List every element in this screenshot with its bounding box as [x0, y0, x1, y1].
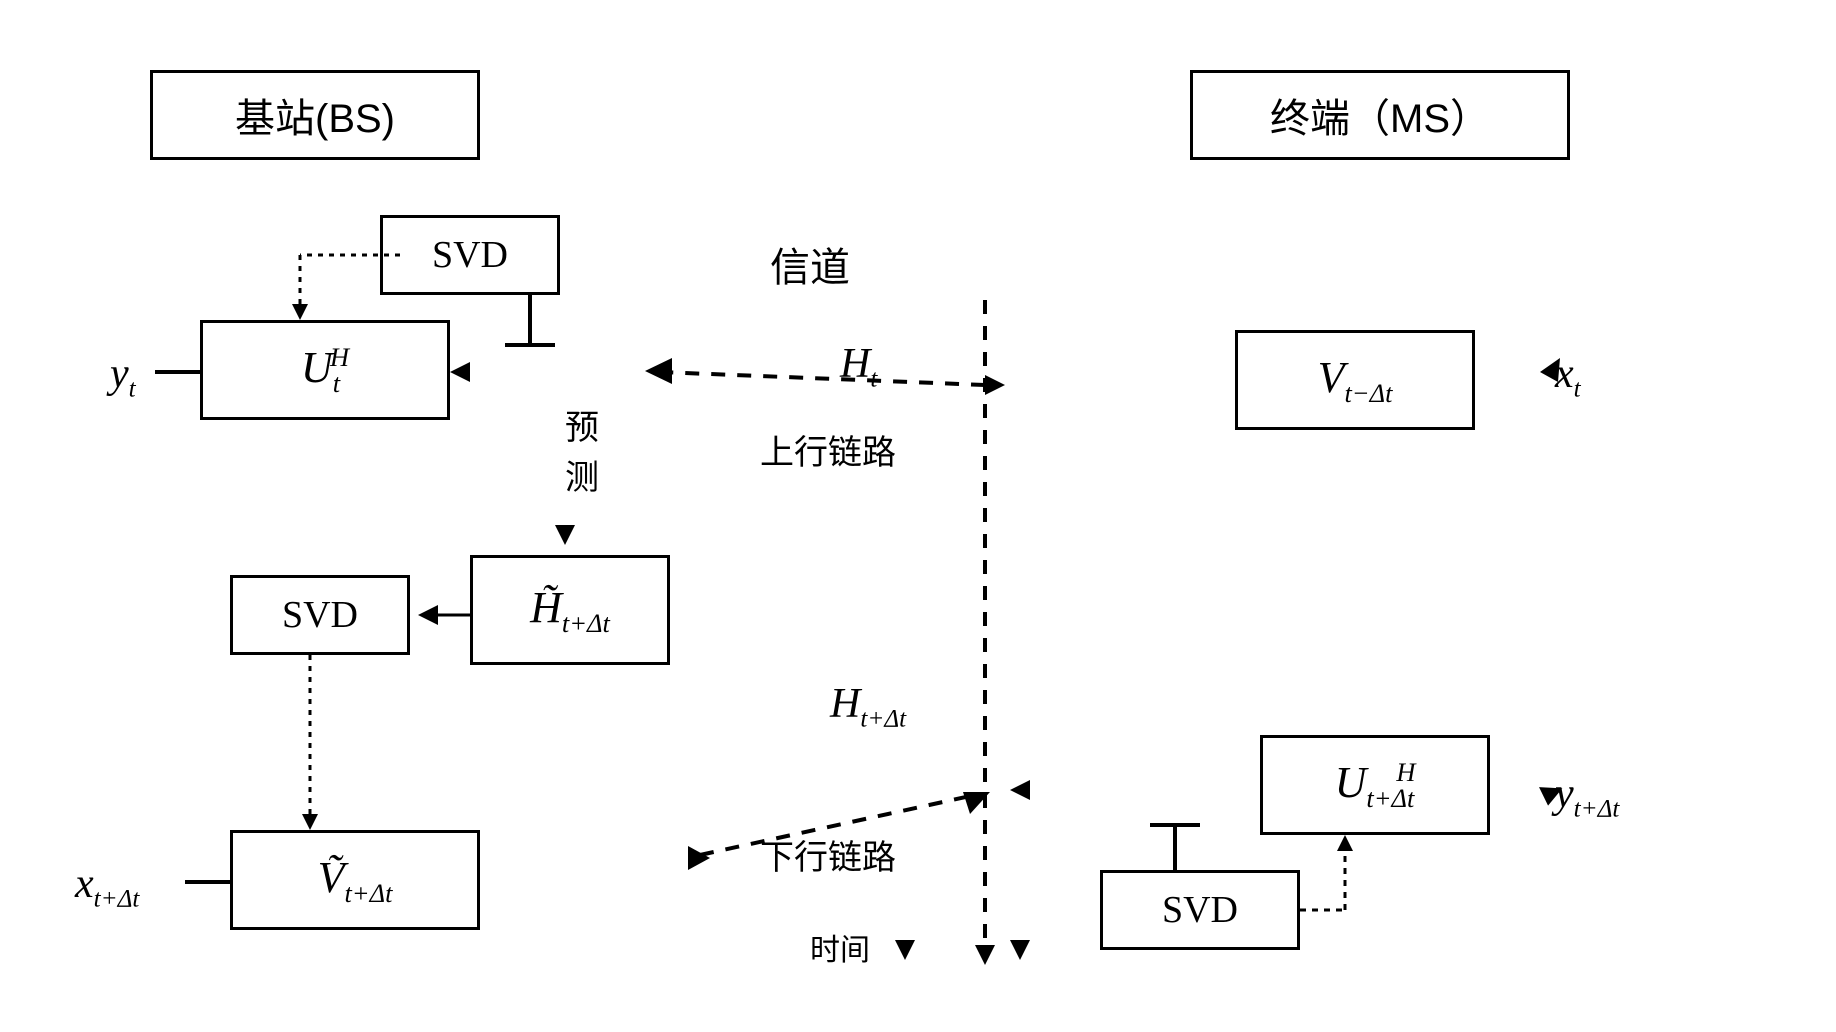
- bs-title-label: 基站(BS): [235, 86, 395, 144]
- ms-title-label: 终端（MS）: [1270, 86, 1490, 144]
- u-tdt-h-box: Ut+ΔtH: [1260, 735, 1490, 835]
- u-tdt-h-label: Ut+ΔtH: [1335, 757, 1416, 814]
- y-t-label: yt: [110, 350, 136, 403]
- h-tilde-box: H̃t+Δt: [470, 555, 670, 665]
- v-tmdt-label: Vt−Δt: [1318, 352, 1393, 409]
- svd-bot-label: SVD: [1162, 888, 1238, 932]
- predict-label-1: 预: [565, 400, 599, 449]
- u-t-h-label: UtH: [301, 342, 349, 399]
- channel-label: 信道: [770, 235, 850, 293]
- y-tdt-label: yt+Δt: [1555, 770, 1619, 823]
- predict-label-2: 测: [565, 450, 599, 499]
- h-t-label: Ht: [840, 340, 877, 393]
- svd-top-label: SVD: [432, 233, 508, 277]
- uplink-label: 上行链路: [760, 425, 896, 474]
- x-t-label: xt: [1555, 350, 1581, 403]
- time-label: 时间: [810, 925, 870, 969]
- v-tmdt-box: Vt−Δt: [1235, 330, 1475, 430]
- h-tdt-label: Ht+Δt: [830, 680, 906, 733]
- svd-bot-box: SVD: [1100, 870, 1300, 950]
- h-tilde-label: H̃t+Δt: [530, 582, 610, 639]
- v-tilde-label: Ṽt+Δt: [318, 852, 393, 909]
- svd-mid-box: SVD: [230, 575, 410, 655]
- bs-title-box: 基站(BS): [150, 70, 480, 160]
- svd-top-box: SVD: [380, 215, 560, 295]
- svd-mid-label: SVD: [282, 593, 358, 637]
- v-tilde-box: Ṽt+Δt: [230, 830, 480, 930]
- u-t-h-box: UtH: [200, 320, 450, 420]
- ms-title-box: 终端（MS）: [1190, 70, 1570, 160]
- x-tdt-label: xt+Δt: [75, 860, 139, 913]
- downlink-label: 下行链路: [760, 830, 896, 879]
